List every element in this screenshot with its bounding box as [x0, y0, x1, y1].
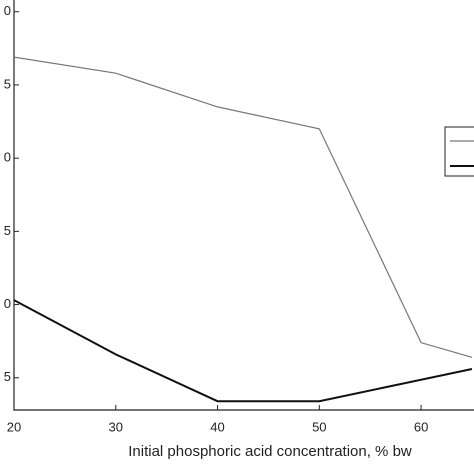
axis-frame: [13, 0, 474, 411]
y-tick-label: 0: [4, 296, 11, 311]
x-tick-label: 60: [414, 419, 428, 434]
x-axis-label: Initial phosphoric acid concentration, %…: [128, 443, 412, 460]
y-tick-label: 5: [4, 369, 11, 384]
x-tick-label: 20: [7, 419, 21, 434]
series-line: [13, 56, 473, 358]
y-tick-label: 5: [4, 223, 11, 238]
y-tick-label: 5: [4, 76, 11, 91]
legend-box: [444, 126, 474, 177]
x-tick-label: 40: [210, 419, 224, 434]
x-tick-label: 50: [312, 419, 326, 434]
y-tick-label: 0: [4, 150, 11, 165]
y-tick-label: 0: [4, 3, 11, 18]
series-line: [13, 299, 473, 403]
x-tick-label: 30: [109, 419, 123, 434]
